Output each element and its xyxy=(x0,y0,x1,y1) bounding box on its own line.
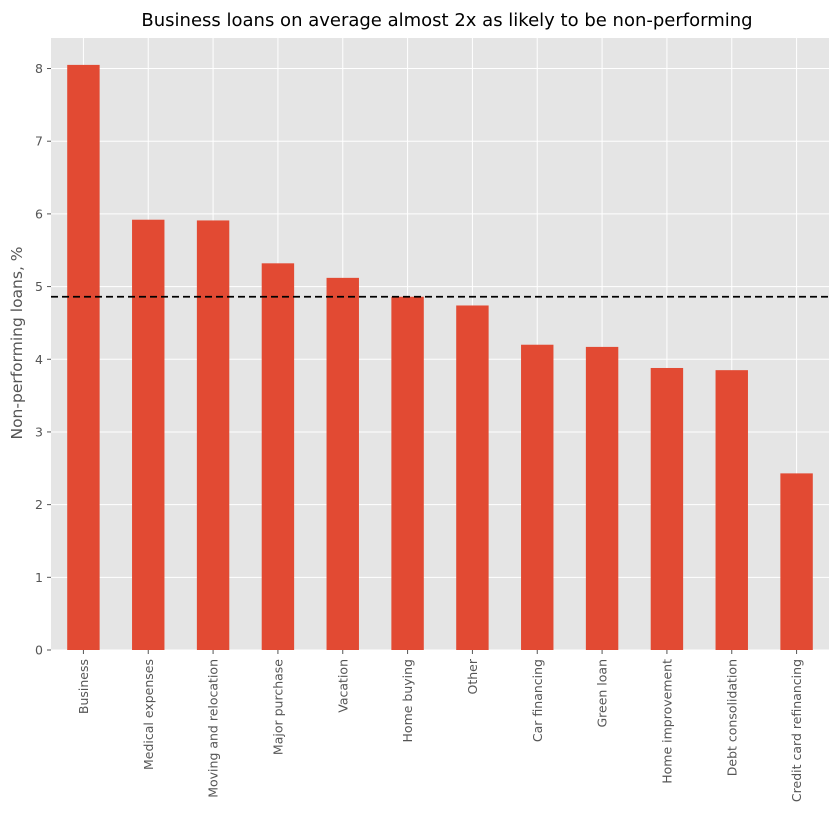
y-tick-label: 1 xyxy=(35,570,43,585)
y-axis-label: Non-performing loans, % xyxy=(8,246,26,439)
bar-green-loan xyxy=(585,346,619,650)
x-tick-label: Business xyxy=(76,659,91,714)
bar-major-purchase xyxy=(261,263,295,650)
x-tick-label: Green loan xyxy=(595,659,610,728)
plot-area xyxy=(51,38,829,650)
x-tick-label: Major purchase xyxy=(270,659,285,755)
y-tick-label: 2 xyxy=(35,497,43,512)
y-tick-label: 4 xyxy=(35,352,43,367)
x-tick-label: Vacation xyxy=(335,659,350,713)
y-tick-label: 3 xyxy=(35,424,43,439)
y-tick-label: 8 xyxy=(35,61,43,76)
x-tick-label: Medical expenses xyxy=(141,659,156,770)
x-axis-ticks: Business Medical expenses Moving and reloc… xyxy=(76,650,804,802)
bar-debt-consolidation xyxy=(715,370,748,650)
bar-other xyxy=(456,305,489,650)
y-tick-label: 5 xyxy=(35,279,43,294)
y-axis-ticks: 0 1 2 3 4 5 6 7 8 xyxy=(35,61,51,658)
x-tick-label: Car financing xyxy=(530,659,545,742)
chart-title: Business loans on average almost 2x as l… xyxy=(141,10,752,31)
y-tick-label: 6 xyxy=(35,206,43,221)
bar-vacation xyxy=(326,277,359,650)
bar-home-buying xyxy=(391,296,424,650)
y-tick-label: 0 xyxy=(35,643,43,658)
x-tick-label: Home buying xyxy=(400,659,415,742)
bar-moving-and-relocation xyxy=(196,220,230,650)
x-tick-label: Moving and relocation xyxy=(206,659,221,798)
x-tick-label: Credit card refinancing xyxy=(789,659,804,802)
x-tick-label: Debt consolidation xyxy=(724,659,739,776)
x-tick-label: Home improvement xyxy=(659,659,674,784)
bar-credit-card-refinancing xyxy=(780,473,813,650)
bar-business xyxy=(67,64,100,650)
bar-home-improvement xyxy=(650,367,684,650)
x-tick-label: Other xyxy=(465,658,480,694)
bar-medical-expenses xyxy=(132,219,165,651)
bar-car-financing xyxy=(521,344,554,650)
y-tick-label: 7 xyxy=(35,134,43,149)
bars xyxy=(67,64,813,651)
